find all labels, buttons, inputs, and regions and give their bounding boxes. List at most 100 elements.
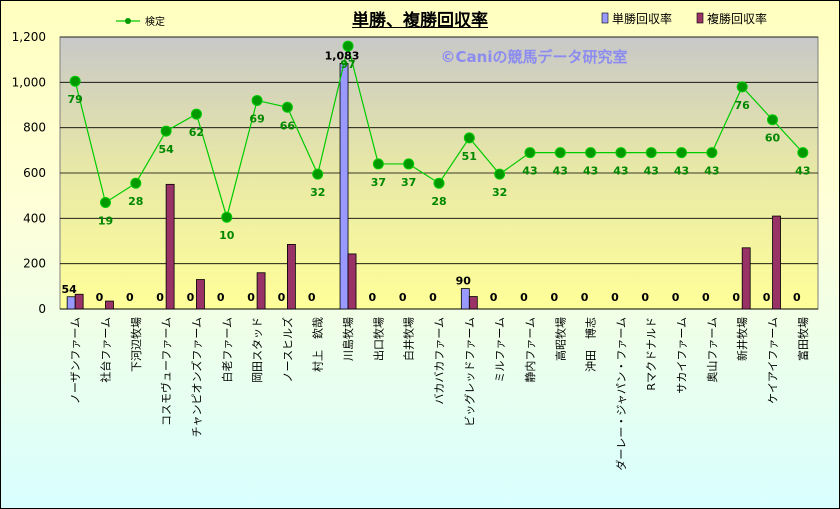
line-point bbox=[615, 147, 627, 159]
y-tick-label: 1,200 bbox=[12, 30, 46, 44]
x-category-label: サカイファーム bbox=[676, 317, 689, 394]
legend-label: 単勝回収率 bbox=[612, 11, 672, 26]
bar-data-label: 90 bbox=[456, 275, 472, 288]
line-data-label: 10 bbox=[219, 229, 235, 242]
bar-tansho bbox=[460, 288, 470, 310]
line-point bbox=[554, 147, 566, 159]
bar-data-label: 0 bbox=[520, 291, 528, 304]
line-point bbox=[463, 132, 475, 144]
line-data-label: 32 bbox=[492, 186, 507, 199]
bar-data-label: 0 bbox=[156, 291, 164, 304]
bar-fukusho bbox=[286, 243, 296, 310]
line-data-label: 43 bbox=[704, 165, 719, 178]
y-tick-label: 0 bbox=[38, 302, 46, 316]
line-data-label: 69 bbox=[249, 112, 264, 125]
line-data-label: 79 bbox=[68, 93, 83, 106]
x-category-label: ノーザンファーム bbox=[69, 317, 82, 404]
bar-data-label: 0 bbox=[702, 291, 710, 304]
bar-data-label: 0 bbox=[369, 291, 377, 304]
bar-data-label: 0 bbox=[490, 291, 498, 304]
bar-tansho bbox=[66, 296, 76, 310]
line-point bbox=[494, 168, 506, 180]
x-category-label: 村上 欽哉 bbox=[311, 317, 325, 372]
x-category-label: 奥山ファーム bbox=[705, 317, 719, 383]
line-data-label: 43 bbox=[644, 165, 659, 178]
line-data-label: 66 bbox=[280, 119, 296, 132]
bar-data-label: 54 bbox=[62, 283, 78, 296]
x-category-label: ビッグレッドファーム bbox=[462, 317, 476, 427]
line-point bbox=[312, 168, 324, 180]
bar-tansho bbox=[339, 63, 349, 310]
line-point bbox=[160, 125, 172, 137]
bar-data-label: 0 bbox=[126, 291, 134, 304]
y-tick-label: 800 bbox=[23, 121, 46, 135]
bar-data-label: 0 bbox=[581, 291, 589, 304]
x-category-label: コスモヴューファーム bbox=[159, 317, 173, 426]
bar-fukusho bbox=[347, 253, 357, 310]
line-point bbox=[706, 147, 718, 159]
line-data-label: 60 bbox=[765, 132, 781, 145]
bar-fukusho bbox=[256, 272, 266, 310]
x-category-label: ノースヒルズ bbox=[280, 317, 294, 382]
x-category-label: Rマクドナルド bbox=[645, 317, 658, 391]
bar-data-label: 0 bbox=[187, 291, 195, 304]
bar-data-label: 0 bbox=[763, 291, 771, 304]
bar-data-label: 0 bbox=[429, 291, 437, 304]
line-point bbox=[433, 177, 445, 189]
legend-line-marker bbox=[125, 18, 131, 24]
bar-fukusho bbox=[74, 293, 84, 310]
x-category-label: 出口牧場 bbox=[371, 317, 385, 361]
line-point bbox=[372, 158, 384, 170]
bar-data-label: 0 bbox=[399, 291, 407, 304]
line-point bbox=[585, 147, 597, 159]
line-point bbox=[99, 196, 111, 208]
y-tick-label: 1,000 bbox=[12, 75, 46, 89]
x-category-label: 新井牧場 bbox=[735, 317, 749, 361]
bar-data-label: 0 bbox=[672, 291, 680, 304]
bar-data-label: 0 bbox=[611, 291, 619, 304]
y-tick-label: 400 bbox=[23, 211, 46, 225]
chart-title: 単勝、複勝回収率 bbox=[352, 11, 488, 31]
line-data-label: 19 bbox=[98, 214, 113, 227]
bar-fukusho bbox=[741, 247, 751, 310]
bar-data-label: 0 bbox=[550, 291, 558, 304]
legend-bar-swatch bbox=[696, 12, 704, 24]
bar-data-label: 0 bbox=[793, 291, 801, 304]
bar-fukusho bbox=[196, 279, 205, 310]
x-category-label: ケイアイファーム bbox=[767, 317, 780, 404]
y-tick-label: 200 bbox=[23, 257, 46, 271]
legend-label: 検定 bbox=[145, 15, 165, 28]
line-data-label: 43 bbox=[795, 165, 810, 178]
line-point bbox=[69, 75, 81, 87]
line-point bbox=[342, 40, 354, 52]
line-point bbox=[251, 94, 263, 106]
line-data-label: 28 bbox=[128, 195, 143, 208]
bar-data-label: 0 bbox=[96, 291, 104, 304]
legend-bar-swatch bbox=[601, 12, 609, 24]
line-point bbox=[645, 147, 657, 159]
line-data-label: 97 bbox=[340, 58, 355, 71]
line-point bbox=[403, 158, 415, 170]
x-category-label: 白老ファーム bbox=[220, 317, 234, 383]
x-category-label: バカバカファーム bbox=[433, 317, 446, 405]
bar-data-label: 1,083 bbox=[325, 50, 360, 63]
x-category-label: 富田牧場 bbox=[796, 317, 810, 361]
x-category-label: 下河辺牧場 bbox=[129, 317, 143, 372]
line-data-label: 43 bbox=[674, 165, 689, 178]
bar-data-label: 0 bbox=[247, 291, 255, 304]
line-data-label: 28 bbox=[431, 195, 446, 208]
x-category-label: ダーレー・ジャパン・ファーム bbox=[614, 317, 628, 471]
x-category-label: 岡田スタッド bbox=[251, 317, 264, 383]
legend-label: 複勝回収率 bbox=[707, 11, 767, 26]
y-tick-label: 600 bbox=[23, 166, 46, 180]
line-point bbox=[524, 147, 536, 159]
x-category-label: ミルファーム bbox=[494, 317, 507, 383]
bar-data-label: 0 bbox=[732, 291, 740, 304]
line-point bbox=[190, 108, 202, 120]
line-data-label: 51 bbox=[462, 150, 477, 163]
line-point bbox=[221, 211, 233, 223]
line-point bbox=[767, 114, 779, 126]
line-point bbox=[281, 101, 293, 113]
bar-fukusho bbox=[105, 300, 114, 310]
